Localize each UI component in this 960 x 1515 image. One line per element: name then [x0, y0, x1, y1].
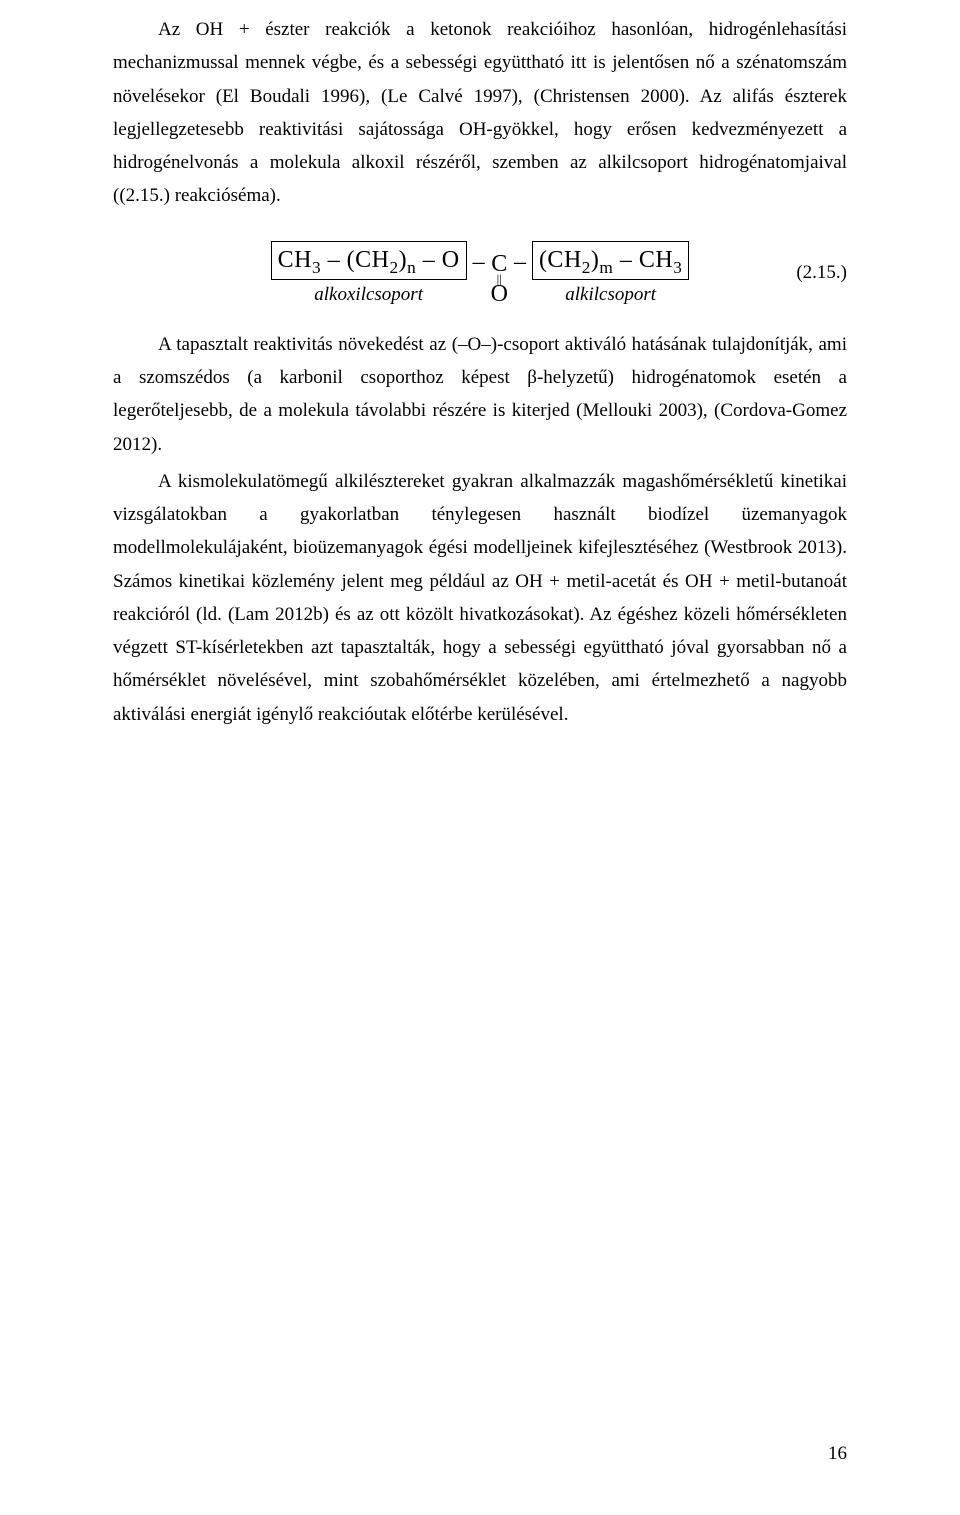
- page: Az OH + észter reakciók a ketonok reakci…: [0, 0, 960, 1515]
- alkyl-label: alkilcsoport: [565, 284, 656, 306]
- carbonyl-o: O: [491, 283, 508, 306]
- alkoxyl-group: CH3 – (CH2)n – O alkoxilcsoport: [271, 241, 467, 306]
- carbonyl-group: C || O: [491, 253, 508, 306]
- alkoxyl-box: CH3 – (CH2)n – O: [271, 241, 467, 280]
- paragraph-1: Az OH + észter reakciók a ketonok reakci…: [113, 13, 847, 213]
- equation-row: CH3 – (CH2)n – O alkoxilcsoport – C || O…: [113, 241, 847, 306]
- page-number: 16: [828, 1443, 847, 1465]
- alkyl-group: (CH2)m – CH3 alkilcsoport: [532, 241, 689, 306]
- reaction-scheme: CH3 – (CH2)n – O alkoxilcsoport – C || O…: [271, 241, 690, 306]
- bond-dash-right: –: [512, 249, 528, 276]
- bond-dash-left: –: [471, 249, 487, 276]
- paragraph-3: A kismolekulatömegű alkilésztereket gyak…: [113, 465, 847, 731]
- alkyl-box: (CH2)m – CH3: [532, 241, 689, 280]
- equation-number: (2.15.): [796, 262, 847, 284]
- alkoxyl-label: alkoxilcsoport: [314, 284, 423, 306]
- paragraph-2: A tapasztalt reaktivitás növekedést az (…: [113, 328, 847, 461]
